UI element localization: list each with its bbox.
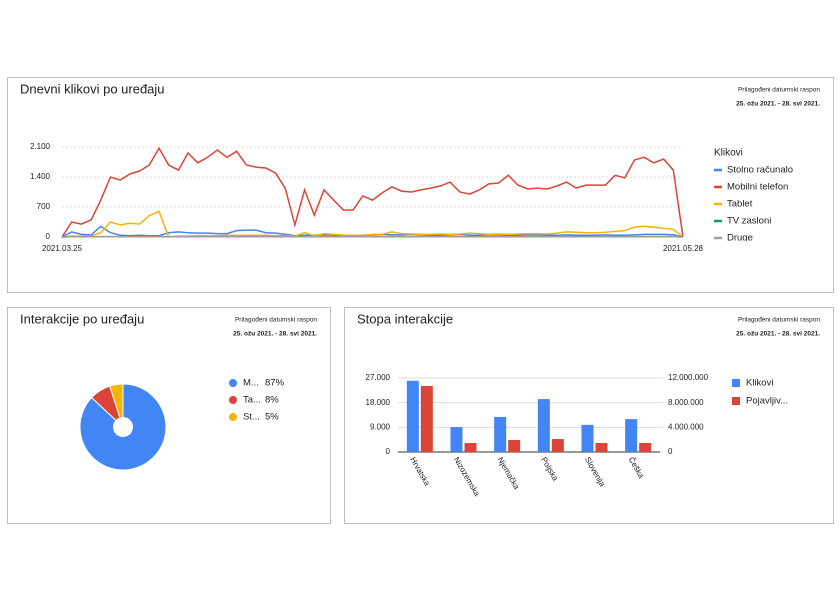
chart-title: Stopa interakcije <box>357 311 453 326</box>
date-range: 25. ožu 2021. - 28. svi 2021. <box>736 101 820 108</box>
bar <box>406 380 419 452</box>
legend-swatch <box>229 379 237 387</box>
panel <box>7 77 834 293</box>
y-tick-label: 700 <box>37 202 51 211</box>
legend-swatch <box>229 413 237 421</box>
legend-label: Stolno računalo <box>727 165 793 176</box>
pie-slice <box>79 383 167 471</box>
chart-title: Dnevni klikovi po uređaju <box>20 81 165 96</box>
legend-label: Klikovi <box>746 378 773 389</box>
subtitle: Prilagođeni datumski raspon <box>738 317 820 324</box>
bar <box>450 427 463 452</box>
y2-tick-label: 12.000.000 <box>668 373 709 382</box>
bar <box>551 439 564 452</box>
bar <box>464 442 477 452</box>
legend-label: Tablet <box>727 199 753 210</box>
legend-title: Klikovi <box>714 148 743 159</box>
y-tick-label: 18.000 <box>366 398 391 407</box>
legend-swatch <box>732 379 740 387</box>
legend-label: Mobilni telefon <box>727 182 788 193</box>
x-tick-label: 2021.05.28 <box>663 244 704 253</box>
chart-title: Interakcije po uređaju <box>20 311 144 326</box>
value-label: 8% <box>265 395 279 406</box>
bar <box>508 439 521 452</box>
date-range: 25. ožu 2021. - 28. svi 2021. <box>736 331 820 338</box>
legend-label: Pojavljiv... <box>746 396 788 407</box>
legend-label: Druge <box>727 233 753 244</box>
line-series <box>61 210 684 238</box>
y2-tick-label: 8.000.000 <box>668 398 704 407</box>
x-tick-label: 2021.03.25 <box>42 244 83 253</box>
pie-slice <box>109 383 124 419</box>
bar <box>537 399 550 452</box>
y-tick-label: 0 <box>46 232 51 241</box>
bar <box>625 419 638 452</box>
subtitle: Prilagođeni datumski raspon <box>235 317 317 324</box>
value-label: 87% <box>265 378 285 389</box>
bar <box>595 442 608 452</box>
legend-swatch <box>732 397 740 405</box>
legend-swatch <box>229 396 237 404</box>
y2-tick-label: 0 <box>668 447 673 456</box>
bar <box>581 424 594 452</box>
legend-label: Ta... <box>243 395 261 406</box>
legend-label: St... <box>243 412 260 423</box>
y-tick-label: 0 <box>386 447 391 456</box>
subtitle: Prilagođeni datumski raspon <box>738 87 820 94</box>
bar <box>420 386 433 452</box>
legend-label: M... <box>243 378 259 389</box>
line-series <box>61 146 684 238</box>
y-tick-label: 9.000 <box>370 422 391 431</box>
value-label: 5% <box>265 412 279 423</box>
legend-label: TV zasloni <box>727 216 771 227</box>
y-tick-label: 1.400 <box>30 172 51 181</box>
y-tick-label: 27.000 <box>366 373 391 382</box>
panel <box>7 307 331 524</box>
y2-tick-label: 4.000.000 <box>668 422 704 431</box>
legend: Klikovi Stolno računalo Mobilni telefon Tab… <box>714 148 793 244</box>
bar <box>639 442 652 452</box>
y-tick-label: 2.100 <box>30 142 51 151</box>
date-range: 25. ožu 2021. - 28. svi 2021. <box>233 331 317 338</box>
bar <box>494 416 507 452</box>
